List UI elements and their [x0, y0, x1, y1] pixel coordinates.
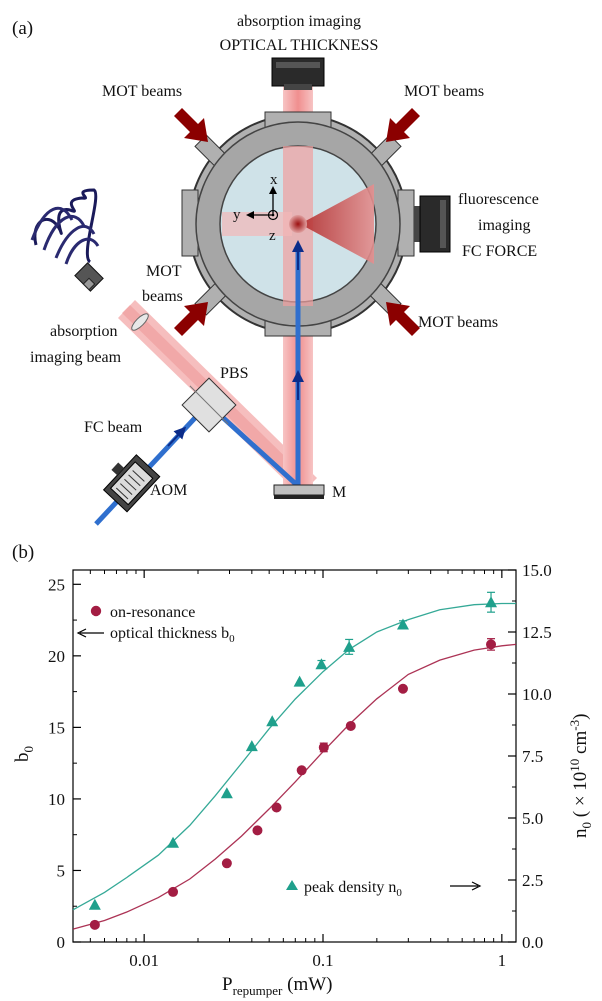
x-axis-ticks: 0.01 0.1 1 [72, 570, 507, 970]
fit-curve-n0 [72, 602, 516, 911]
abs-beam-label-2: imaging beam [30, 349, 122, 366]
pbs-label: PBS [220, 365, 248, 382]
y-left-ticks: 0 5 10 15 20 25 [48, 575, 81, 952]
y-left-tick-label: 5 [57, 861, 66, 880]
mot-arrow-tl [174, 108, 208, 142]
aom-icon [102, 454, 161, 513]
data-point-b0 [296, 765, 307, 776]
y-right-tick-label: 5.0 [522, 809, 543, 828]
y-right-tick-label: 12.5 [522, 623, 552, 642]
data-point-b0 [168, 886, 179, 897]
panel-a: (a) [12, 13, 539, 526]
pbs-cube-icon [181, 377, 237, 433]
mot-arrow-bl [174, 302, 208, 336]
data-point-b0 [221, 858, 232, 869]
y-left-tick-label: 20 [48, 647, 65, 666]
mot-label-ml-1: MOT [146, 263, 182, 280]
y-right-title: n0 ( × 1010 cm-3) [567, 714, 594, 838]
mot-label-ml-2: beams [142, 288, 183, 305]
x-axis-title: Prepumper (mW) [222, 974, 333, 998]
y-right-tick-label: 15.0 [522, 561, 552, 580]
error-bars [317, 591, 496, 753]
data-point-n0 [396, 618, 409, 630]
data-point-b0 [318, 742, 329, 753]
mot-arrow-tr [386, 108, 420, 142]
fc-beam-label: FC beam [84, 419, 143, 436]
fluorescence-label-2: imaging [478, 217, 530, 234]
mot-label-tl: MOT beams [102, 83, 182, 100]
mot-arrow-br [386, 302, 420, 336]
data-point-n0 [343, 640, 356, 652]
y-left-tick-label: 15 [48, 718, 65, 737]
data-point-n0 [88, 898, 101, 910]
coordinate-axes: x y z [233, 172, 279, 244]
axis-z-label: z [269, 228, 276, 244]
data-point-b0 [486, 639, 497, 650]
data-point-b0 [271, 802, 282, 813]
y-left-tick-label: 25 [48, 575, 65, 594]
fluorescence-label-3: FC FORCE [462, 243, 537, 260]
data-point-n0 [220, 787, 233, 799]
fit-curves [72, 602, 517, 930]
x-tick-label: 1 [498, 951, 507, 970]
horizontal-beam-window [222, 212, 292, 236]
axis-x-label: x [270, 172, 278, 188]
data-point-b0 [89, 919, 100, 930]
aom-label: AOM [150, 482, 187, 499]
legend-circle-marker [90, 605, 102, 617]
optical-fiber-icon [30, 188, 104, 292]
lens-icon [131, 313, 149, 331]
y-right-ticks: 0.0 2.5 5.0 7.5 10.0 12.5 15.0 [508, 561, 552, 952]
y-left-tick-label: 10 [48, 790, 65, 809]
y-right-tick-label: 7.5 [522, 747, 543, 766]
panel-b-label: (b) [12, 542, 34, 563]
top-camera-icon [271, 57, 325, 90]
panel-b: (b) 0.01 0.1 1 0 5 10 15 20 25 0.0 2.5 5.0 7.5 10.0… [12, 542, 594, 998]
x-tick-label: 0.01 [129, 951, 159, 970]
legend: on-resonance optical thickness b0 peak d… [76, 604, 482, 899]
mot-label-tr: MOT beams [404, 83, 484, 100]
y-right-tick-label: 10.0 [522, 685, 552, 704]
y-right-tick-label: 0.0 [522, 933, 543, 952]
x-tick-label: 0.1 [312, 951, 333, 970]
data-point-b0 [345, 720, 356, 731]
mot-label-br: MOT beams [418, 314, 498, 331]
data-point-b0 [252, 825, 263, 836]
abs-beam-label-1: absorption [50, 323, 118, 340]
fluorescence-label-1: fluorescence [458, 191, 539, 208]
data-point-b0 [397, 683, 408, 694]
fluorescence-cone [300, 184, 374, 264]
y-left-title: b0 [12, 746, 36, 762]
data-point-n0 [293, 675, 306, 687]
top-camera-label-1: absorption imaging [237, 13, 361, 30]
legend-circle-label-2: optical thickness b0 [110, 625, 235, 645]
fit-curve-b0 [72, 643, 517, 930]
legend-circle-label-1: on-resonance [110, 604, 195, 621]
data-point-n0 [315, 658, 328, 670]
side-camera-icon [414, 195, 451, 253]
data-markers [88, 596, 498, 930]
y-right-tick-label: 2.5 [522, 871, 543, 890]
legend-triangle-marker [286, 880, 298, 890]
data-point-n0 [485, 596, 498, 608]
mot-arrows [174, 108, 420, 336]
legend-triangle-label: peak density n0 [304, 879, 402, 899]
atom-cloud [289, 215, 307, 233]
data-point-n0 [167, 836, 180, 848]
axis-y-label: y [233, 207, 241, 223]
data-point-n0 [245, 740, 258, 752]
y-left-tick-label: 0 [57, 933, 66, 952]
panel-a-label: (a) [12, 18, 33, 39]
mirror-icon [273, 484, 325, 499]
data-point-n0 [266, 715, 279, 727]
mirror-label: M [332, 484, 346, 501]
top-camera-label-2: OPTICAL THICKNESS [220, 37, 379, 54]
